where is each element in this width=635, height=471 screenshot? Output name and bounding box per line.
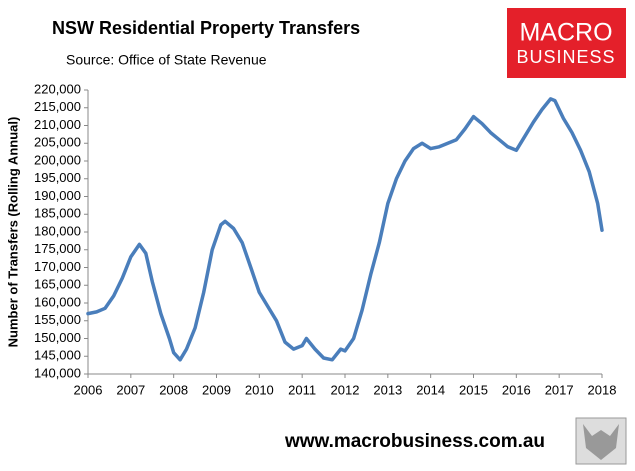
y-axis-label: Number of Transfers (Rolling Annual)	[5, 117, 20, 348]
y-tick-label: 140,000	[34, 365, 81, 380]
wolf-icon	[583, 424, 619, 460]
x-tick-label: 2010	[245, 382, 274, 397]
y-tick-label: 210,000	[34, 117, 81, 132]
x-tick-label: 2009	[202, 382, 231, 397]
y-tick-label: 145,000	[34, 348, 81, 363]
x-tick-label: 2013	[373, 382, 402, 397]
y-tick-label: 170,000	[34, 259, 81, 274]
x-tick-label: 2017	[545, 382, 574, 397]
x-tick-label: 2016	[502, 382, 531, 397]
x-tick-label: 2008	[159, 382, 188, 397]
chart-title: NSW Residential Property Transfers	[52, 18, 360, 38]
chart-subtitle: Source: Office of State Revenue	[66, 52, 267, 68]
logo-text: MACRO	[519, 19, 612, 47]
x-tick-label: 2014	[416, 382, 445, 397]
logo-box	[507, 8, 626, 78]
x-tick-label: 2012	[331, 382, 360, 397]
y-tick-label: 195,000	[34, 170, 81, 185]
y-tick-label: 220,000	[34, 81, 81, 96]
x-tick-label: 2015	[459, 382, 488, 397]
x-tick-label: 2011	[288, 382, 316, 397]
y-tick-label: 160,000	[34, 294, 81, 309]
y-tick-label: 215,000	[34, 99, 81, 114]
y-tick-label: 185,000	[34, 206, 81, 221]
y-tick-label: 175,000	[34, 241, 81, 256]
y-tick-label: 165,000	[34, 277, 81, 292]
y-tick-label: 200,000	[34, 152, 81, 167]
footer: www.macrobusiness.com.au	[284, 431, 545, 452]
x-tick-label: 2007	[116, 382, 145, 397]
y-tick-label: 205,000	[34, 135, 81, 150]
y-tick-label: 190,000	[34, 188, 81, 203]
x-tick-label: 2006	[74, 382, 103, 397]
y-tick-label: 150,000	[34, 330, 81, 345]
logo-text: BUSINESS	[516, 47, 615, 67]
y-tick-label: 155,000	[34, 312, 81, 327]
data-line	[86, 97, 604, 362]
y-tick-label: 180,000	[34, 223, 81, 238]
x-tick-label: 2018	[588, 382, 617, 397]
